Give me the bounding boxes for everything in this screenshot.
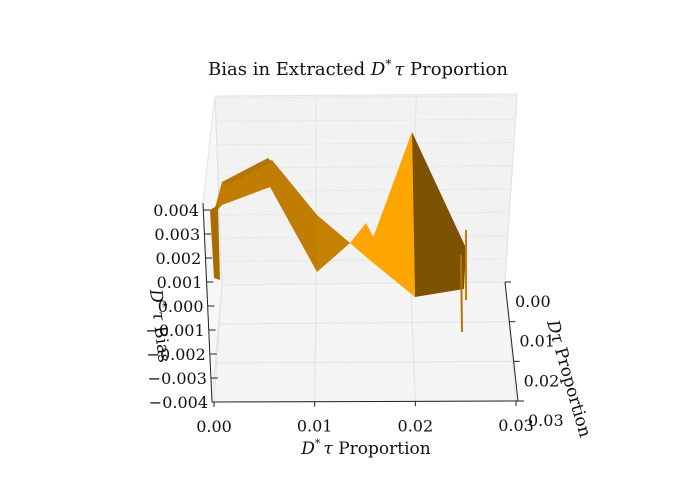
surface-face-7 — [210, 205, 220, 280]
surface — [210, 132, 467, 333]
x-tick-label: 0.01 — [297, 417, 333, 436]
surface-face-5 — [366, 132, 415, 297]
y-tick-label: 0.00 — [515, 292, 551, 311]
z-tick-label: 0.001 — [157, 273, 203, 292]
z-grid-line — [215, 95, 518, 99]
x-axis-line — [211, 400, 519, 403]
x-tick-label: 0.02 — [398, 416, 434, 435]
y-axis-line — [504, 281, 519, 402]
x-grid-line — [213, 284, 223, 403]
z-tick-label: −0.004 — [149, 393, 208, 412]
x-grid-line-back — [504, 93, 518, 283]
z-tick-label: −0.003 — [148, 369, 207, 388]
x-axis-label: D* τ Proportion — [300, 437, 430, 459]
y-tick-label: 0.02 — [524, 371, 560, 390]
x-grid-line — [410, 282, 416, 402]
surface-face-2 — [222, 158, 272, 186]
y-grid-line — [215, 360, 514, 364]
surface-face-4 — [350, 223, 375, 257]
x-tick-label: 0.03 — [498, 416, 534, 435]
z-tick-label: 0.003 — [154, 225, 200, 244]
y-tick-label: 0.01 — [519, 332, 555, 351]
x-tick-label: 0.00 — [196, 417, 232, 436]
surface-spike-1 — [460, 254, 463, 333]
z-tick-label: 0.004 — [153, 201, 199, 220]
surface-face-1 — [213, 160, 317, 272]
z-tick-label: −0.002 — [147, 345, 206, 364]
z-tick-label: −0.001 — [145, 321, 204, 340]
z-grid-line — [219, 188, 512, 192]
y-tick-label: 0.03 — [528, 411, 564, 430]
chart-title: Bias in Extracted D* τ Proportion — [208, 57, 508, 80]
z-grid-line — [217, 142, 515, 146]
z-tick-label: 0.002 — [155, 249, 201, 268]
grid-lines — [211, 93, 519, 403]
surface-face-6 — [412, 132, 466, 297]
floor-pane — [211, 281, 519, 403]
axis-ticks: 0.00 0.01 0.02 0.03 0.00 0.01 0.02 0.03 0.004 0.0… — [145, 201, 563, 436]
x-grid-line-back — [214, 95, 223, 286]
surface-face-3 — [317, 215, 350, 272]
z-axis-line — [202, 202, 213, 403]
x-grid-line — [314, 283, 317, 402]
z-tick-label: 0.000 — [158, 297, 204, 316]
z-grid-line — [216, 118, 516, 122]
z-grid-line — [220, 211, 510, 216]
